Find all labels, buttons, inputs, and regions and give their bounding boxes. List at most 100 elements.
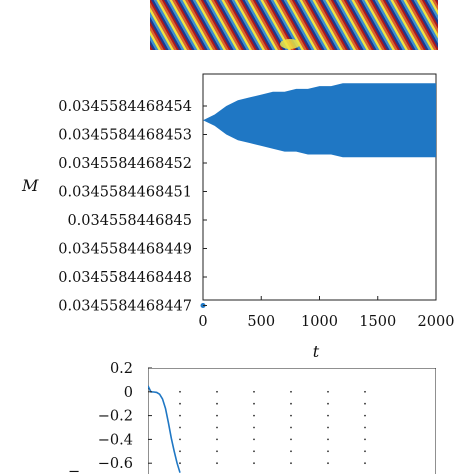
stripe-band [406, 0, 437, 50]
stripe-band [150, 39, 156, 50]
stripe-defect [280, 39, 300, 49]
stripe-band [320, 0, 351, 50]
grid-dot [216, 390, 218, 393]
stripe-band [73, 0, 104, 50]
stripe-band [117, 0, 148, 50]
grid-dot [253, 414, 255, 417]
stripe-band [390, 0, 422, 50]
stripe-band [445, 0, 474, 50]
stripe-band [302, 0, 333, 50]
main-y-tick-label: 0.0345584468449 [58, 242, 192, 258]
grid-dot [216, 450, 218, 453]
main-y-label: M [21, 176, 39, 195]
stripe-band [192, 0, 224, 50]
grid-dot [253, 438, 255, 441]
stripe-band [71, 0, 102, 50]
stripe-band [229, 0, 260, 50]
grid-dot [364, 438, 366, 441]
stripe-band [198, 0, 229, 50]
stripe-band [226, 0, 258, 50]
stripe-band [169, 0, 201, 50]
main-y-tick-label: 0.0345584468453 [58, 128, 192, 144]
stripe-band [291, 0, 323, 50]
stripe-band [304, 0, 336, 50]
lower-y-tick-label: −0.4 [98, 432, 133, 448]
main-x-tick-label: 500 [247, 314, 275, 330]
stripe-band [382, 0, 414, 50]
grid-dot [179, 450, 181, 453]
grid-dot [364, 390, 366, 393]
stripe-band [429, 0, 438, 16]
stripe-band [231, 0, 263, 50]
stripe-band [351, 0, 383, 50]
stripe-band [346, 0, 377, 50]
stripe-band [455, 0, 474, 50]
grid-dot [290, 462, 292, 465]
stripe-band [104, 0, 135, 50]
stripe-band [150, 2, 177, 50]
stripe-band [166, 0, 198, 50]
stripe-band [461, 0, 474, 50]
main-x-tick-label: 1500 [359, 314, 396, 330]
grid-dot [179, 414, 181, 417]
stripe-band [361, 0, 393, 50]
stripe-band [65, 0, 96, 50]
stripe-band [257, 0, 289, 50]
stripe-band [205, 0, 237, 50]
stripe-band [341, 0, 372, 50]
stripe-band [377, 0, 409, 50]
stripe-band [458, 0, 474, 50]
stripe-band [421, 0, 438, 29]
stripe-band [442, 0, 473, 50]
stripe-band [115, 0, 146, 50]
stripe-band [161, 0, 193, 50]
stripe-band [97, 0, 128, 50]
grid-dot [290, 426, 292, 429]
stripe-band [60, 0, 91, 50]
stripe-band [234, 0, 266, 50]
stripe-band [380, 0, 411, 50]
grid-dot [327, 438, 329, 441]
stripe-band [315, 0, 346, 50]
main-y-tick-label: 0.0345584468447 [58, 299, 192, 315]
stripe-band [250, 0, 281, 50]
stripe-band [76, 0, 107, 50]
stripe-band [286, 0, 318, 50]
grid-dot [216, 438, 218, 441]
stripe-band [296, 0, 328, 50]
stripe-band [174, 0, 206, 50]
stripe-band [263, 0, 294, 50]
stripe-band [403, 0, 435, 50]
stripe-band [153, 0, 185, 50]
stripe-band [110, 0, 141, 50]
stripe-band [86, 0, 117, 50]
stripe-band [164, 0, 195, 50]
lower-y-tick-label: 0.2 [110, 361, 133, 377]
stripe-band [437, 0, 438, 2]
stripe-band [247, 0, 279, 50]
stripe-band [252, 0, 284, 50]
grid-dot [216, 414, 218, 417]
stripe-pattern-image [60, 0, 474, 50]
grid-dot [290, 390, 292, 393]
stripe-band [237, 0, 268, 50]
lower-y-ticks: 0.2 0 −0.2 −0.4 −0.6 [98, 361, 152, 472]
main-x-ticks: 0 500 1000 1500 2000 [198, 296, 454, 330]
grid-dot [253, 462, 255, 465]
stripe-band [216, 0, 247, 50]
main-y-tick-label: 0.0345584468448 [58, 270, 192, 286]
grid-dot [327, 402, 329, 405]
stripe-band [218, 0, 250, 50]
grid-dot [216, 426, 218, 429]
stripe-band [150, 43, 154, 50]
stripe-band [408, 0, 438, 50]
main-x-tick-label: 2000 [418, 314, 455, 330]
grid-dot [364, 402, 366, 405]
main-y-tick-label: 0.0345584468451 [58, 185, 192, 201]
grid-dot [179, 402, 181, 405]
stripe-band [268, 0, 299, 50]
stripe-band [200, 0, 232, 50]
main-x-tick-label: 0 [198, 314, 207, 330]
grid-dot [216, 402, 218, 405]
stripe-band [325, 0, 357, 50]
